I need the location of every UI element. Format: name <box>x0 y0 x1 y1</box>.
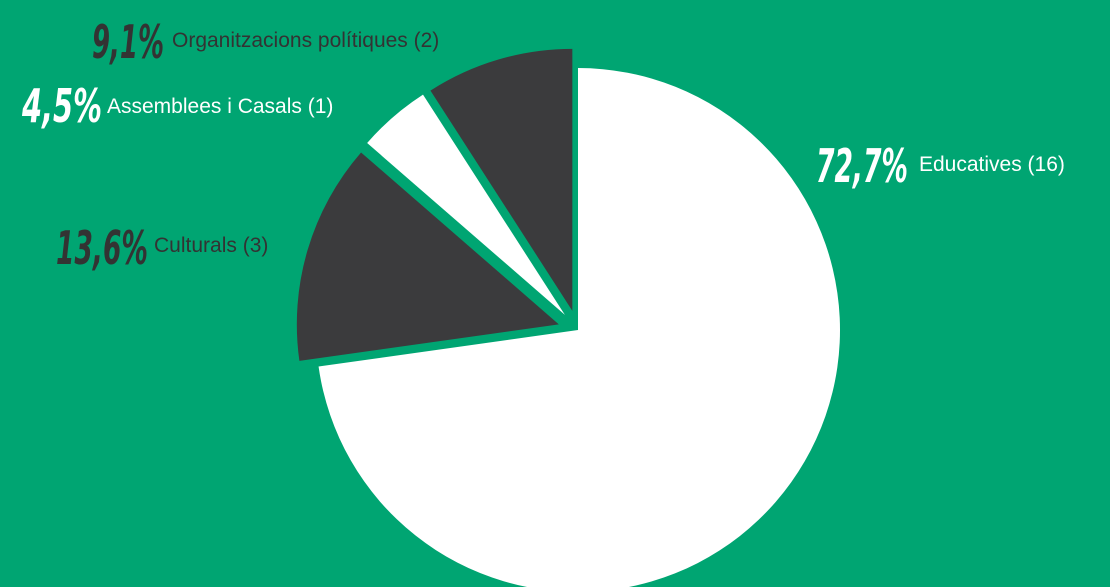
pie-slice-organitzacions <box>430 48 573 311</box>
slice-label-assemblees: 4,5% Assemblees i Casals (1) <box>21 79 333 133</box>
slice-name-assemblees: Assemblees i Casals (1) <box>107 95 333 118</box>
pie-slice-educatives <box>318 68 840 587</box>
slice-pct-assemblees: 4,5% <box>21 79 102 133</box>
slice-label-culturals: 13,6% Culturals (3) <box>56 221 268 275</box>
pie-slice-assemblees <box>367 94 565 315</box>
slice-name-educatives: Educatives (16) <box>919 153 1065 176</box>
slice-pct-educatives: 72,7% <box>816 139 908 193</box>
slice-pct-organitzacions: 9,1% <box>92 15 164 69</box>
pie-slices <box>296 48 840 587</box>
slice-pct-culturals: 13,6% <box>56 221 148 275</box>
slice-label-organitzacions: 9,1% Organitzacions polítiques (2) <box>92 15 439 69</box>
slice-name-organitzacions: Organitzacions polítiques (2) <box>172 29 439 52</box>
pie-slice-culturals <box>296 152 559 361</box>
slice-name-culturals: Culturals (3) <box>154 234 268 257</box>
slice-label-educatives: 72,7% Educatives (16) <box>816 139 1065 193</box>
